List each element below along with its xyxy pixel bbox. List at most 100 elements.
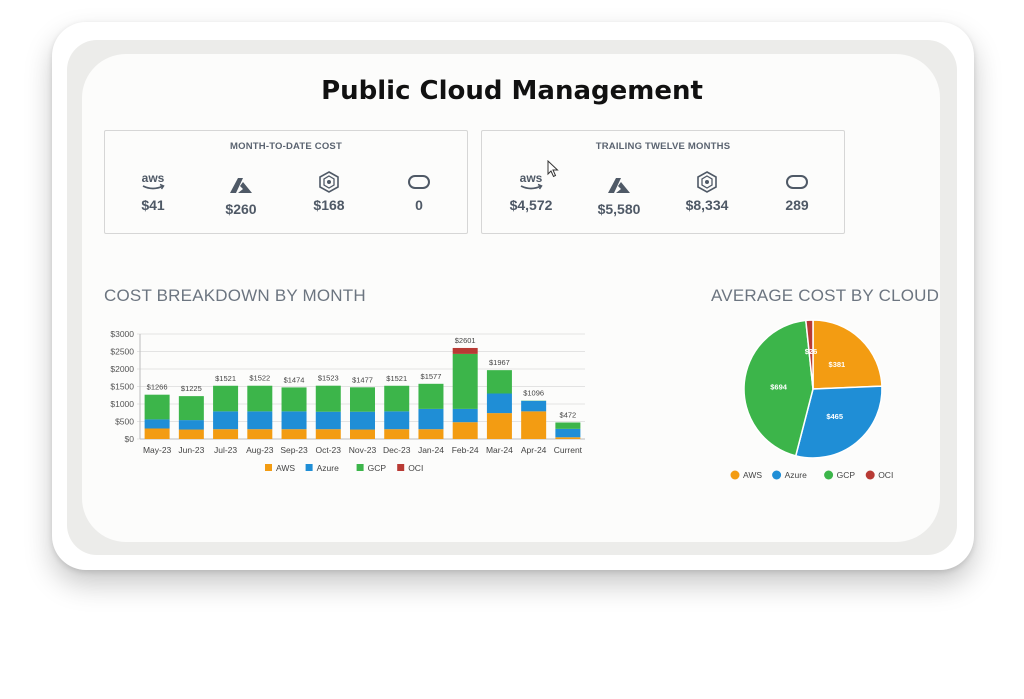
bar-segment-azure: [452, 408, 478, 423]
legend-swatch: [824, 470, 834, 480]
stat-value: $4,572: [509, 197, 553, 213]
pie-slice-oci: [804, 319, 814, 390]
stat-aws: aws $41: [113, 171, 193, 213]
stat-value: $41: [141, 197, 165, 213]
bar-total-label: $1474: [284, 375, 305, 384]
bar-total-label: $1477: [352, 375, 373, 384]
bar-segment-azure: [178, 420, 204, 430]
stat-value: $5,580: [597, 201, 641, 217]
bar-segment-gcp: [178, 396, 204, 421]
bar-total-label: $1266: [147, 383, 168, 392]
stat-gcp: $8,334: [667, 171, 747, 213]
stat-oci: 289: [757, 171, 837, 213]
bar-segment-azure: [315, 411, 341, 430]
y-tick-label: $2000: [110, 364, 134, 374]
bar-segment-gcp: [281, 387, 307, 412]
bar-segment-gcp: [418, 383, 444, 409]
bar-segment-aws: [384, 429, 410, 439]
bar-total-label: $1967: [489, 358, 510, 367]
legend-swatch: [865, 470, 875, 480]
bar-total-label: $2601: [455, 336, 476, 345]
bar-segment-aws: [315, 429, 341, 439]
legend-swatch: [265, 464, 272, 471]
bar-total-label: $1521: [386, 374, 407, 383]
legend-swatch: [356, 464, 364, 471]
bar-segment-gcp: [555, 422, 581, 429]
stat-value: $260: [225, 201, 257, 217]
bar-segment-azure: [247, 411, 273, 430]
stat-oci: 0: [379, 171, 459, 213]
bar-segment-azure: [384, 411, 410, 430]
x-tick-label: Nov-23: [349, 445, 377, 455]
x-tick-label: Feb-24: [452, 445, 479, 455]
legend-label: AWS: [276, 463, 295, 473]
bar-total-label: $472: [560, 410, 577, 419]
pie-slice-label: $465: [826, 412, 843, 421]
bar-total-label: $1522: [249, 374, 270, 383]
bar-segment-azure: [281, 411, 307, 430]
bar-segment-azure: [418, 408, 444, 430]
bar-segment-aws: [555, 437, 581, 439]
x-tick-label: Sep-23: [280, 445, 308, 455]
stat-value: 289: [785, 197, 809, 213]
x-tick-label: Jul-23: [214, 445, 237, 455]
bar-segment-azure: [555, 428, 581, 438]
oci-icon: [757, 171, 837, 193]
x-tick-label: May-23: [143, 445, 172, 455]
bar-total-label: $1521: [215, 374, 236, 383]
x-tick-label: Current: [554, 445, 583, 455]
x-tick-label: Aug-23: [246, 445, 274, 455]
bar-segment-gcp: [452, 353, 478, 409]
bar-segment-aws: [350, 429, 375, 439]
stat-value: $8,334: [685, 197, 729, 213]
bar-segment-gcp: [247, 385, 273, 412]
legend-label: GCP: [368, 463, 387, 473]
bar-segment-azure: [144, 419, 170, 429]
x-tick-label: Oct-23: [316, 445, 342, 455]
bar-total-label: $1096: [523, 389, 544, 398]
aws-icon: aws: [491, 171, 571, 193]
legend-swatch: [305, 464, 313, 471]
azure-icon: [201, 175, 281, 197]
bar-segment-gcp: [213, 385, 239, 412]
average-cost-pie-chart: $381 $465 $694 $26 AWS Azure GCP OCI: [730, 319, 893, 480]
legend-label: Azure: [785, 470, 807, 480]
bar-total-label: $1577: [421, 372, 442, 381]
trailing-twelve-months-panel: TRAILING TWELVE MONTHS aws $4,572 $5,580: [481, 130, 845, 234]
aws-icon-text: aws: [142, 171, 165, 185]
bar-segment-azure: [521, 400, 547, 412]
bar-segment-aws: [521, 411, 547, 439]
bar-segment-aws: [418, 429, 444, 439]
pie-slice-label: $26: [805, 347, 818, 356]
bar-segment-oci: [452, 347, 478, 354]
bar-segment-azure: [486, 393, 512, 414]
stat-value: $168: [313, 197, 345, 213]
y-tick-label: $1500: [110, 382, 134, 392]
bar-segment-aws: [247, 429, 273, 439]
legend-swatch: [772, 470, 782, 480]
legend-label: AWS: [743, 470, 762, 480]
y-tick-label: $1000: [110, 399, 134, 409]
y-tick-label: $2500: [110, 347, 134, 357]
bar-segment-aws: [486, 413, 512, 439]
oci-icon: [379, 171, 459, 193]
panel-title: TRAILING TWELVE MONTHS: [595, 141, 731, 152]
aws-icon: aws: [113, 171, 193, 193]
azure-icon: [579, 175, 659, 197]
bar-segment-gcp: [350, 387, 375, 412]
legend-label: Azure: [317, 463, 339, 473]
stat-value: 0: [415, 197, 423, 213]
bar-segment-aws: [452, 422, 478, 439]
pie-slice-label: $694: [770, 382, 788, 391]
bar-segment-aws: [281, 429, 307, 439]
bar-segment-aws: [144, 428, 170, 439]
bar-segment-aws: [213, 429, 239, 439]
bar-segment-gcp: [315, 385, 341, 412]
stat-azure: $260: [201, 175, 281, 217]
panel-title: MONTH-TO-DATE COST: [230, 141, 342, 152]
cost-breakdown-chart: $0 $500 $1000 $1500 $2000 $2500 $3000 $1266 May-…: [110, 329, 585, 473]
x-tick-label: Jun-23: [178, 445, 204, 455]
y-tick-label: $3000: [110, 329, 134, 339]
x-tick-label: Mar-24: [486, 445, 513, 455]
legend-label: GCP: [837, 470, 856, 480]
